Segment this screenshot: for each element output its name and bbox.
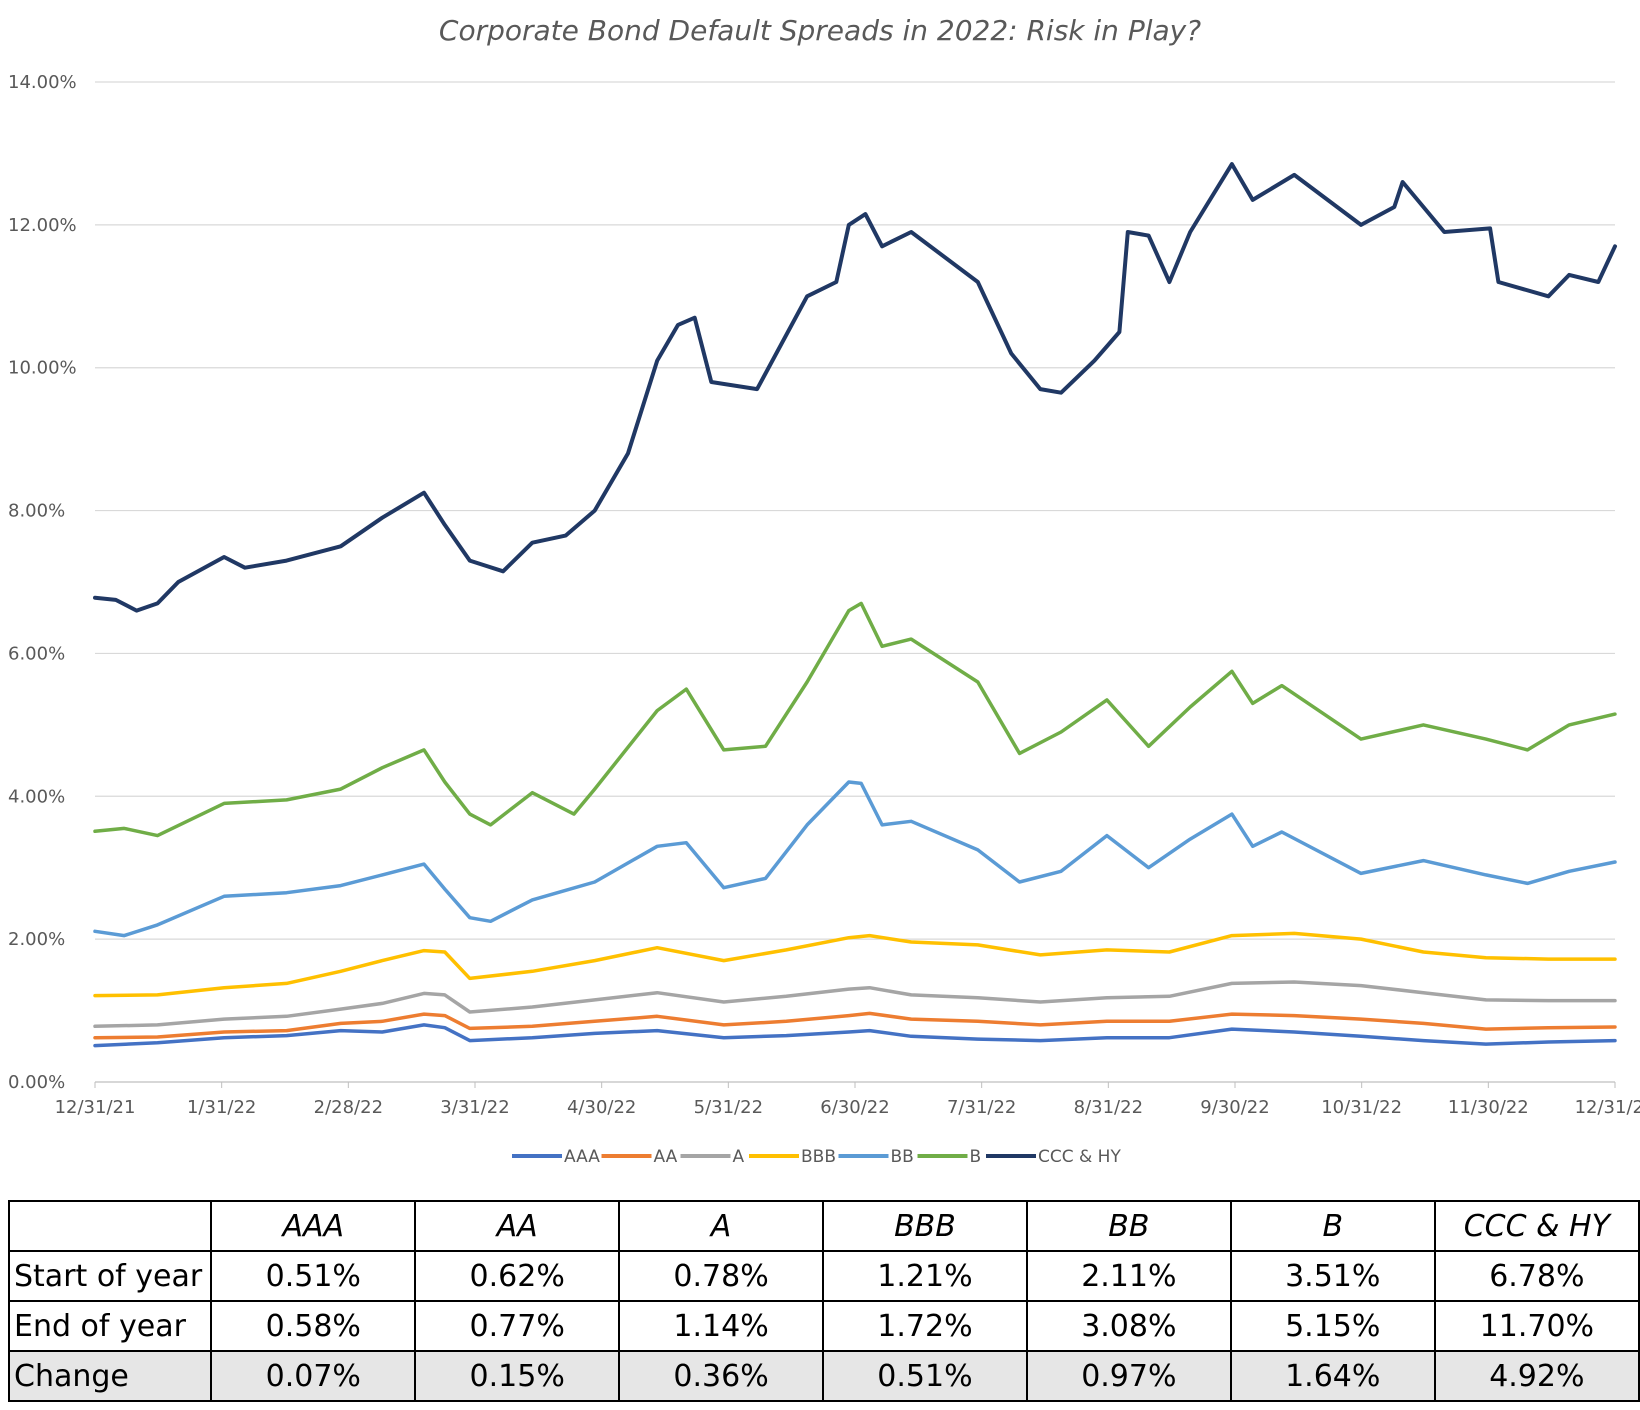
legend-label-a: A <box>733 1147 745 1167</box>
row-label: Start of year <box>7 1250 213 1302</box>
legend-label-aaa: AAA <box>564 1147 600 1167</box>
table-corner-cell <box>7 1200 213 1252</box>
table-cell: 0.97% <box>1025 1350 1232 1402</box>
table-cell: 0.07% <box>210 1350 417 1402</box>
x-tick-label: 2/28/22 <box>314 1097 383 1118</box>
table-cell: 3.51% <box>1229 1250 1436 1302</box>
chart-title: Corporate Bond Default Spreads in 2022: … <box>438 14 1202 47</box>
legend-label-aa: AA <box>654 1147 678 1167</box>
table-cell: 0.58% <box>210 1300 417 1352</box>
y-tick-label: 8.00% <box>8 501 65 522</box>
y-tick-label: 12.00% <box>8 215 77 236</box>
table-header-b: B <box>1229 1200 1436 1252</box>
table-cell: 0.77% <box>414 1300 621 1352</box>
table-header-bb: BB <box>1025 1200 1232 1252</box>
series-line-b <box>93 601 1617 838</box>
series-line-bbb <box>93 931 1617 998</box>
y-tick-label: 10.00% <box>8 358 77 379</box>
legend-label-bbb: BBB <box>801 1147 836 1167</box>
table-cell: 0.15% <box>414 1350 621 1402</box>
table-header-bbb: BBB <box>822 1200 1028 1252</box>
x-tick-label: 6/30/22 <box>820 1097 889 1118</box>
x-tick-label: 5/31/22 <box>694 1097 763 1118</box>
y-tick-label: 0.00% <box>8 1072 65 1093</box>
series-line-aaa <box>93 1023 1617 1048</box>
table-cell: 6.78% <box>1433 1250 1640 1302</box>
table-row-change: Change 0.07% 0.15% 0.36% 0.51% 0.97% 1.6… <box>7 1350 1640 1402</box>
x-tick-label: 12/31/22 <box>1575 1097 1640 1118</box>
table-row-start: Start of year 0.51% 0.62% 0.78% 1.21% 2.… <box>7 1250 1640 1302</box>
x-tick-label: 10/31/22 <box>1321 1097 1402 1118</box>
table-cell: 2.11% <box>1025 1250 1232 1302</box>
table-cell: 11.70% <box>1433 1300 1640 1352</box>
table-header-row: AAA AA A BBB BB B CCC & HY <box>7 1200 1640 1252</box>
x-tick-label: 9/30/22 <box>1200 1097 1269 1118</box>
x-tick-label: 8/31/22 <box>1074 1097 1143 1118</box>
spread-summary-table: AAA AA A BBB BB B CCC & HY Start of year… <box>7 1200 1640 1402</box>
table-cell: 3.08% <box>1025 1300 1232 1352</box>
table-row-end: End of year 0.58% 0.77% 1.14% 1.72% 3.08… <box>7 1300 1640 1352</box>
table-cell: 5.15% <box>1229 1300 1436 1352</box>
x-tick-label: 3/31/22 <box>440 1097 509 1118</box>
table-header-aaa: AAA <box>210 1200 417 1252</box>
table-header-a: A <box>618 1200 825 1252</box>
x-tick-label: 1/31/22 <box>187 1097 256 1118</box>
table-cell: 0.62% <box>414 1250 621 1302</box>
series-line-a <box>93 980 1617 1029</box>
y-tick-label: 14.00% <box>8 72 77 93</box>
table-header-ccc-hy: CCC & HY <box>1433 1200 1640 1252</box>
x-tick-label: 12/31/21 <box>55 1097 136 1118</box>
table-cell: 1.14% <box>618 1300 825 1352</box>
table-cell: 0.36% <box>618 1350 825 1402</box>
series-line-bb <box>93 780 1617 938</box>
series-line-ccc-hy <box>93 162 1617 613</box>
table-cell: 0.78% <box>618 1250 825 1302</box>
x-tick-label: 7/31/22 <box>947 1097 1016 1118</box>
table-header-aa: AA <box>414 1200 621 1252</box>
series-line-aa <box>93 1011 1617 1040</box>
table-cell: 1.21% <box>822 1250 1028 1302</box>
table-cell: 1.64% <box>1229 1350 1436 1402</box>
y-tick-label: 6.00% <box>8 643 65 664</box>
legend-label-bb: BB <box>891 1147 914 1167</box>
row-label: Change <box>7 1350 213 1402</box>
y-tick-label: 2.00% <box>8 929 65 950</box>
y-tick-label: 4.00% <box>8 786 65 807</box>
row-label: End of year <box>7 1300 213 1352</box>
legend-label-b: B <box>970 1147 982 1167</box>
table-cell: 1.72% <box>822 1300 1028 1352</box>
table-cell: 4.92% <box>1433 1350 1640 1402</box>
legend-label-ccc-hy: CCC & HY <box>1038 1147 1121 1167</box>
x-tick-label: 4/30/22 <box>567 1097 636 1118</box>
table-cell: 0.51% <box>822 1350 1028 1402</box>
table-cell: 0.51% <box>210 1250 417 1302</box>
x-tick-label: 11/30/22 <box>1448 1097 1529 1118</box>
line-chart: 0.00% 2.00% 4.00% 6.00% 8.00% 10.00% 12.00% 14.… <box>8 72 1640 1167</box>
